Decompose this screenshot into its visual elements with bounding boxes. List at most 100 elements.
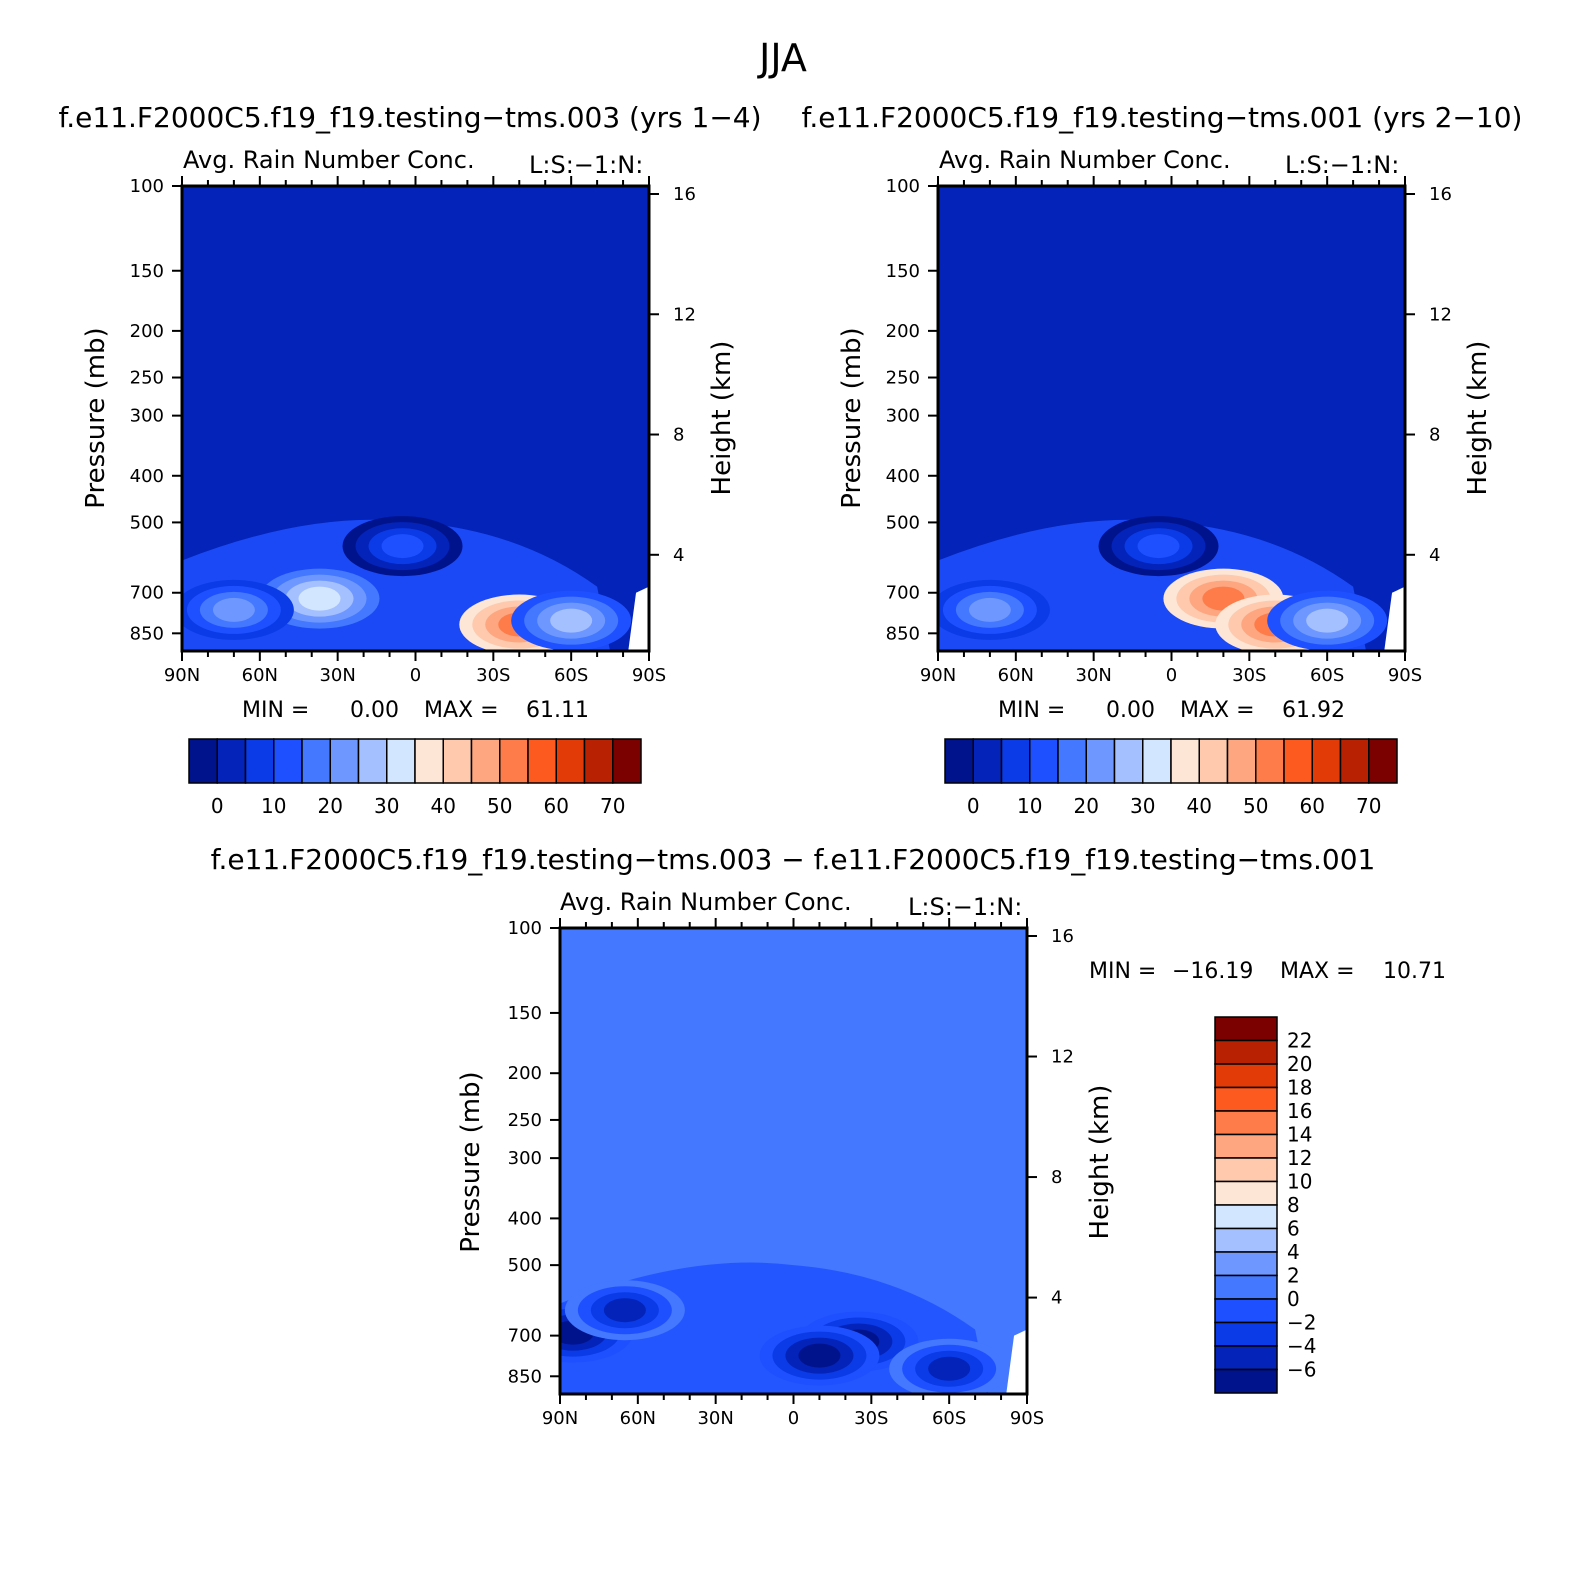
- x-tick-label: 30S: [476, 665, 510, 686]
- contour-feature: [298, 586, 341, 611]
- max-label: MAX =: [1280, 959, 1355, 984]
- y-tick-label: 100: [130, 176, 164, 197]
- x-tick-label: 30S: [854, 1408, 888, 1429]
- contour-feature: [928, 1356, 971, 1381]
- colorbar-swatch: [1283, 738, 1313, 784]
- x-tick-label: 0: [788, 1408, 799, 1429]
- colorbar-swatch: [216, 738, 247, 784]
- max-value: 61.11: [526, 698, 589, 723]
- colorbar-swatch: [1057, 738, 1087, 784]
- y2-tick-label: 8: [1051, 1167, 1062, 1188]
- colorbar-label: 12: [1287, 1146, 1312, 1170]
- colorbar-swatch: [1339, 738, 1370, 784]
- colorbar-label: 16: [1287, 1099, 1312, 1123]
- colorbar-swatch: [1214, 1321, 1278, 1347]
- colorbar-swatch: [1214, 1086, 1278, 1112]
- x-tick-label: 60N: [998, 665, 1034, 686]
- y-tick-label: 400: [508, 1208, 542, 1229]
- colorbar-label: 18: [1287, 1076, 1312, 1100]
- colorbar-swatch: [1113, 738, 1144, 784]
- colorbar-label: 40: [1187, 794, 1212, 818]
- colorbar-label: 14: [1287, 1123, 1312, 1147]
- y2-tick-label: 12: [673, 304, 696, 325]
- y-tick-label: 250: [130, 368, 164, 389]
- colorbar-label: 30: [1130, 794, 1155, 818]
- x-tick-label: 60S: [554, 665, 588, 686]
- y2-tick-label: 16: [1429, 184, 1452, 205]
- colorbar-label: 8: [1287, 1193, 1300, 1217]
- colorbar-swatch: [244, 738, 275, 784]
- colorbar-label: 20: [1287, 1052, 1312, 1076]
- colorbar-label: −2: [1287, 1311, 1316, 1335]
- colorbar-swatch: [1214, 1110, 1278, 1136]
- y2-tick-label: 4: [1051, 1288, 1062, 1309]
- y2-axis-label: Height (km): [707, 341, 737, 496]
- colorbar-swatch: [1214, 1204, 1278, 1230]
- y2-tick-label: 12: [1051, 1047, 1074, 1068]
- x-tick-label: 90S: [1388, 665, 1422, 686]
- contour-feature: [798, 1343, 841, 1368]
- max-value: 10.71: [1383, 959, 1446, 984]
- y-axis-label: Pressure (mb): [837, 327, 867, 508]
- y-tick-label: 200: [130, 321, 164, 342]
- contour-plot: 90N 60N 30N 0 30S 60S 90S 100 150 200 250 300 400 500…: [508, 918, 1074, 1429]
- colorbar-swatch: [442, 738, 473, 784]
- colorbar-swatch: [583, 738, 614, 784]
- colorbar-label: 0: [211, 794, 224, 818]
- colorbar-swatch: [1368, 738, 1398, 784]
- colorbar-swatch: [1214, 1298, 1278, 1324]
- max-value: 61.92: [1282, 698, 1345, 723]
- min-value: 0.00: [1106, 698, 1155, 723]
- colorbar-swatch: [944, 738, 974, 784]
- x-tick-label: 90N: [920, 665, 956, 686]
- colorbar-swatch: [329, 738, 360, 784]
- x-tick-label: 0: [1166, 665, 1177, 686]
- units-label: L:S:−1:N:: [1285, 151, 1399, 179]
- y-tick-label: 850: [886, 623, 920, 644]
- colorbar-label: 2: [1287, 1264, 1300, 1288]
- colorbar-label: 60: [1300, 794, 1325, 818]
- variable-title: Avg. Rain Number Conc.: [183, 146, 475, 174]
- min-value: −16.19: [1172, 959, 1253, 984]
- colorbar-label: 70: [1356, 794, 1381, 818]
- case-title: f.e11.F2000C5.f19_f19.testing−tms.001 (y…: [802, 101, 1523, 134]
- y-tick-label: 700: [508, 1326, 542, 1347]
- colorbar-swatch: [188, 738, 218, 784]
- max-label: MAX =: [424, 698, 499, 723]
- contour-feature: [1306, 608, 1349, 633]
- y2-tick-label: 12: [1429, 304, 1452, 325]
- colorbar-swatch: [414, 738, 444, 784]
- x-tick-label: 0: [410, 665, 421, 686]
- topography-mask: [1384, 586, 1405, 651]
- colorbar-label: 0: [1287, 1287, 1300, 1311]
- colorbar-swatch: [1214, 1345, 1278, 1371]
- colorbar-label: −6: [1287, 1358, 1316, 1382]
- units-label: L:S:−1:N:: [908, 893, 1022, 921]
- y-tick-label: 300: [130, 406, 164, 427]
- x-tick-label: 90N: [164, 665, 200, 686]
- colorbar-label: 30: [374, 794, 399, 818]
- y2-tick-label: 8: [673, 425, 684, 446]
- colorbar-swatch: [1214, 1063, 1278, 1089]
- y-tick-label: 850: [508, 1366, 542, 1387]
- y2-tick-label: 8: [1429, 425, 1440, 446]
- y2-axis-label: Height (km): [1463, 341, 1493, 496]
- colorbar-swatch: [1214, 1180, 1278, 1206]
- y-tick-label: 100: [886, 176, 920, 197]
- figure-title: JJA: [757, 36, 807, 80]
- y2-tick-label: 4: [1429, 545, 1440, 566]
- colorbar-label: −4: [1287, 1334, 1316, 1358]
- colorbar-label: 60: [544, 794, 569, 818]
- topography-mask: [1006, 1329, 1027, 1394]
- colorbar-swatch: [1214, 1368, 1278, 1394]
- contour-plot: 90N 60N 30N 0 30S 60S 90S 100 150 200 250 300 400 500…: [886, 176, 1452, 686]
- x-tick-label: 30N: [697, 1408, 733, 1429]
- y-tick-label: 300: [886, 406, 920, 427]
- colorbar-swatch: [1214, 1016, 1278, 1042]
- colorbar-label: 22: [1287, 1029, 1312, 1053]
- contour-field: [560, 928, 1027, 1394]
- colorbar-swatch: [1214, 1274, 1278, 1300]
- colorbar-swatch: [527, 738, 557, 784]
